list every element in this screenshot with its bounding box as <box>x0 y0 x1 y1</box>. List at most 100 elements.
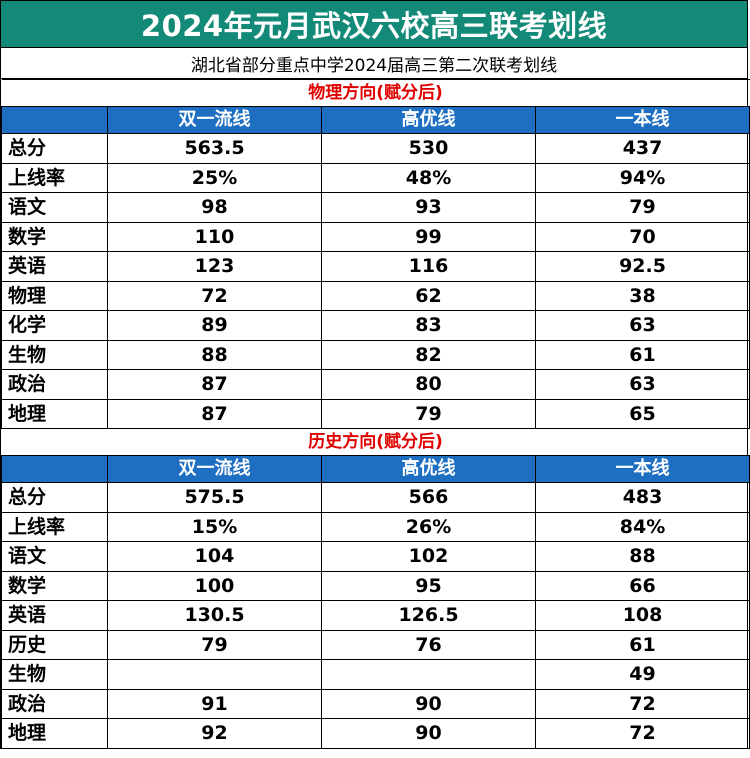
score-cell: 575.5 <box>107 482 322 513</box>
score-cell: 530 <box>321 133 536 164</box>
score-cell: 72 <box>534 688 750 719</box>
subject-label: 化学 <box>1 310 108 341</box>
score-cell <box>321 659 536 690</box>
header-blank-cell <box>1 455 108 483</box>
score-cell: 83 <box>321 310 536 341</box>
score-cell: 72 <box>107 280 322 311</box>
score-cell: 126.5 <box>321 600 536 631</box>
subject-label: 总分 <box>1 482 108 513</box>
score-table: 物理方向(赋分后) 双一流线 高优线 一本线 总分 563.5 530 437 上线率 25% 48… <box>1 79 750 749</box>
table-row: 生物 88 82 61 <box>1 339 750 370</box>
header-blank-cell <box>1 106 108 134</box>
score-cell: 108 <box>534 600 750 631</box>
score-cell: 92.5 <box>534 251 750 282</box>
subject-label: 政治 <box>1 688 108 719</box>
score-cell: 88 <box>534 541 750 572</box>
score-cell: 437 <box>534 133 750 164</box>
score-cell: 38 <box>534 280 750 311</box>
table-row: 上线率 15% 26% 84% <box>1 511 750 542</box>
score-cell: 61 <box>534 629 750 660</box>
score-cell: 84% <box>534 511 750 542</box>
score-cell: 566 <box>321 482 536 513</box>
physics-section-heading-row: 物理方向(赋分后) <box>1 79 750 107</box>
score-cell: 89 <box>107 310 322 341</box>
score-cell: 104 <box>107 541 322 572</box>
subject-label: 生物 <box>1 659 108 690</box>
score-cell: 70 <box>534 221 750 252</box>
score-cell: 61 <box>534 339 750 370</box>
score-cell: 76 <box>321 629 536 660</box>
table-row: 历史 79 76 61 <box>1 629 750 660</box>
score-cell: 92 <box>107 718 322 749</box>
score-cell: 25% <box>107 162 322 193</box>
column-header: 高优线 <box>321 106 536 134</box>
score-cell: 102 <box>321 541 536 572</box>
page-subtitle: 湖北省部分重点中学2024届高三第二次联考划线 <box>1 48 747 79</box>
score-cell: 88 <box>107 339 322 370</box>
table-row: 上线率 25% 48% 94% <box>1 162 750 193</box>
score-cell: 110 <box>107 221 322 252</box>
history-column-header-row: 双一流线 高优线 一本线 <box>1 455 750 483</box>
score-cell: 66 <box>534 570 750 601</box>
score-cell: 90 <box>321 718 536 749</box>
subject-label: 数学 <box>1 570 108 601</box>
subject-label: 数学 <box>1 221 108 252</box>
table-row: 英语 123 116 92.5 <box>1 251 750 282</box>
score-cell: 82 <box>321 339 536 370</box>
column-header: 高优线 <box>321 455 536 483</box>
score-cell: 80 <box>321 369 536 400</box>
physics-column-header-row: 双一流线 高优线 一本线 <box>1 106 750 134</box>
column-header: 双一流线 <box>107 106 322 134</box>
subject-label: 地理 <box>1 398 108 429</box>
score-cell: 15% <box>107 511 322 542</box>
table-row: 总分 575.5 566 483 <box>1 482 750 513</box>
history-section-heading: 历史方向(赋分后) <box>1 428 750 456</box>
score-cell: 79 <box>321 398 536 429</box>
score-cell: 116 <box>321 251 536 282</box>
score-cell: 100 <box>107 570 322 601</box>
table-row: 物理 72 62 38 <box>1 280 750 311</box>
subject-label: 语文 <box>1 541 108 572</box>
subject-label: 物理 <box>1 280 108 311</box>
score-cell: 94% <box>534 162 750 193</box>
score-cell: 63 <box>534 310 750 341</box>
table-row: 地理 92 90 72 <box>1 718 750 749</box>
score-cell: 90 <box>321 688 536 719</box>
subject-label: 上线率 <box>1 162 108 193</box>
score-cell: 87 <box>107 369 322 400</box>
score-cell: 87 <box>107 398 322 429</box>
page-title: 2024年元月武汉六校高三联考划线 <box>1 1 747 48</box>
table-row: 政治 87 80 63 <box>1 369 750 400</box>
table-row: 政治 91 90 72 <box>1 688 750 719</box>
subject-label: 地理 <box>1 718 108 749</box>
score-cell: 79 <box>534 192 750 223</box>
score-cell: 63 <box>534 369 750 400</box>
score-cell: 91 <box>107 688 322 719</box>
subject-label: 语文 <box>1 192 108 223</box>
table-row: 生物 49 <box>1 659 750 690</box>
score-cell: 483 <box>534 482 750 513</box>
score-cell: 99 <box>321 221 536 252</box>
score-cell: 26% <box>321 511 536 542</box>
score-cell: 123 <box>107 251 322 282</box>
score-cell: 563.5 <box>107 133 322 164</box>
score-cell: 72 <box>534 718 750 749</box>
score-cell: 49 <box>534 659 750 690</box>
score-cell: 48% <box>321 162 536 193</box>
score-cell: 93 <box>321 192 536 223</box>
score-cell: 130.5 <box>107 600 322 631</box>
table-row: 总分 563.5 530 437 <box>1 133 750 164</box>
score-cell <box>107 659 322 690</box>
column-header: 双一流线 <box>107 455 322 483</box>
score-cell: 98 <box>107 192 322 223</box>
table-row: 数学 110 99 70 <box>1 221 750 252</box>
subject-label: 英语 <box>1 600 108 631</box>
subject-label: 上线率 <box>1 511 108 542</box>
table-row: 英语 130.5 126.5 108 <box>1 600 750 631</box>
column-header: 一本线 <box>534 455 750 483</box>
subject-label: 政治 <box>1 369 108 400</box>
physics-section-heading: 物理方向(赋分后) <box>1 79 750 107</box>
subject-label: 历史 <box>1 629 108 660</box>
score-cell: 95 <box>321 570 536 601</box>
